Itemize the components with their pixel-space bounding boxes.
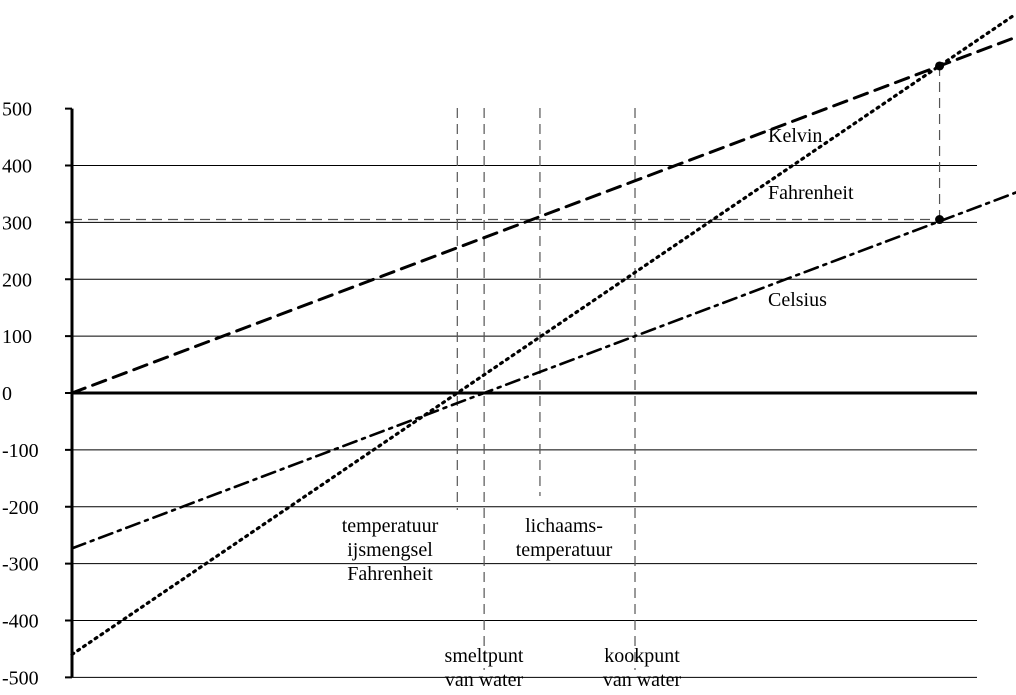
reference-point-kelvin bbox=[935, 61, 945, 71]
series-line-kelvin bbox=[70, 35, 1016, 395]
marker-label-temperatuur-ijsmengsel-fahrenheit: temperatuur bbox=[342, 515, 439, 537]
series-label-fahrenheit: Fahrenheit bbox=[768, 182, 854, 204]
marker-label-smeltpunt-van-water: smeltpunt bbox=[445, 645, 524, 667]
y-tick-label: -200 bbox=[2, 497, 39, 519]
y-tick-label: 200 bbox=[2, 269, 32, 291]
series-label-kelvin: Kelvin bbox=[768, 125, 822, 147]
y-tick-label: 100 bbox=[2, 326, 32, 348]
y-tick-label: -400 bbox=[2, 611, 39, 633]
marker-label-temperatuur-ijsmengsel-fahrenheit: Fahrenheit bbox=[347, 563, 433, 585]
series-lines bbox=[70, 12, 1016, 657]
marker-label-smeltpunt-van-water: van water bbox=[445, 669, 524, 691]
y-axis bbox=[65, 107, 74, 679]
marker-label-temperatuur-ijsmengsel-fahrenheit: ijsmengsel bbox=[347, 539, 433, 561]
series-line-fahrenheit bbox=[70, 12, 1016, 657]
grid-lines bbox=[72, 165, 977, 678]
marker-label-lichaamstemperatuur: lichaams- bbox=[525, 515, 603, 537]
marker-label-kookpunt-van-water: van water bbox=[603, 669, 682, 691]
y-tick-label: 0 bbox=[2, 383, 12, 405]
y-tick-label: 500 bbox=[2, 99, 32, 121]
y-tick-label: -500 bbox=[2, 667, 39, 689]
y-tick-label: -300 bbox=[2, 554, 39, 576]
reference-point-celsius bbox=[935, 215, 945, 225]
marker-label-kookpunt-van-water: kookpunt bbox=[604, 645, 680, 667]
y-tick-label: 300 bbox=[2, 212, 32, 234]
series-label-celsius: Celsius bbox=[768, 289, 827, 311]
series-line-celsius bbox=[70, 191, 1016, 550]
marker-label-lichaamstemperatuur: temperatuur bbox=[516, 539, 613, 561]
y-tick-label: -100 bbox=[2, 440, 39, 462]
y-tick-labels: 500 400 300 200 100 0 -100 -200 -300 -400 -500 bbox=[2, 99, 39, 690]
helper-lines bbox=[72, 65, 941, 670]
y-tick-label: 400 bbox=[2, 156, 32, 178]
annotation-labels: KelvinFahrenheitCelsiustemperatuurijsmen… bbox=[342, 125, 854, 691]
